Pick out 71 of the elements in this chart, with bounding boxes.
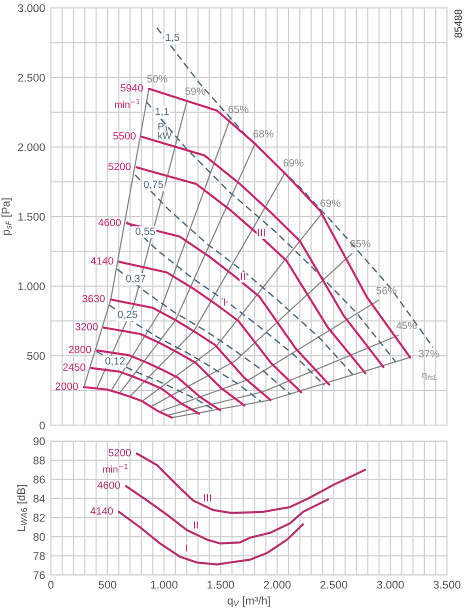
y-tick-label: 84 — [33, 494, 45, 503]
x-tick-label: 2.500 — [320, 580, 348, 589]
y-tick-label: 0 — [40, 422, 45, 430]
annotation: III — [258, 229, 265, 236]
series-label: 2450 — [63, 364, 86, 371]
line-series — [82, 386, 173, 419]
annotation: III — [204, 494, 211, 502]
series-label: 1,1 — [156, 108, 169, 116]
line-series — [118, 510, 304, 566]
series-label: 5200 — [108, 448, 131, 456]
y-tick-label: 88 — [33, 456, 45, 464]
y-axis-title: p$_{sF}$ [Pa] — [2, 198, 12, 235]
y-tick-label: 86 — [33, 476, 45, 484]
series-label: 5200 — [108, 162, 131, 170]
y-tick-label: 80 — [33, 532, 45, 541]
series-label: 50% — [147, 75, 168, 83]
y-tick-label: 2.000 — [18, 143, 45, 152]
y-tick-label: 82 — [33, 514, 45, 522]
line-series — [90, 367, 200, 415]
x-tick-label: 3.000 — [376, 580, 404, 589]
series-label: 1,5 — [166, 34, 180, 42]
series-label: 3200 — [75, 323, 98, 330]
y-axis-title: L$_{WA6}$ [dB] — [16, 485, 28, 531]
x-tick-label: 500 — [98, 580, 116, 589]
x-tick-label: 1.000 — [150, 580, 178, 589]
series-label: 5940 — [120, 84, 143, 92]
series-label: 0,37 — [126, 274, 146, 284]
series-label: 4140 — [90, 257, 114, 265]
series-label: 59% — [185, 88, 206, 95]
y-tick-label: 1.500 — [18, 212, 45, 221]
series-label: 56% — [376, 286, 396, 294]
series-label: 69% — [283, 159, 304, 167]
x-tick-label: 0 — [48, 580, 54, 589]
annotation: II — [241, 272, 245, 280]
annotation: P$_{1}$ kW — [158, 123, 172, 139]
annotation: η$_{fsL}$ — [422, 373, 437, 380]
y-tick-label: 3.000 — [18, 4, 45, 12]
series-label: 65% — [228, 106, 248, 113]
line-series — [102, 326, 246, 407]
series-label: 2800 — [68, 346, 92, 354]
y-tick-label: 90 — [33, 437, 45, 446]
y-tick-label: 76 — [34, 571, 45, 580]
y-tick-label: 500 — [27, 352, 45, 360]
series-label: 4140 — [90, 507, 113, 515]
annotation: min$^{−1}$ — [115, 99, 140, 108]
series-label: 4600 — [97, 481, 120, 489]
series-label: 0,55 — [136, 228, 155, 236]
y-tick-label: 78 — [34, 552, 45, 560]
series-label: 69% — [320, 200, 340, 207]
annotation: I — [224, 298, 225, 306]
annotation: II — [194, 521, 198, 529]
y-tick-label: 1.000 — [18, 282, 45, 290]
line-series — [136, 452, 366, 514]
series-label: 37% — [418, 350, 439, 358]
series-label: 0,25 — [118, 310, 138, 320]
series-label: 2000 — [56, 382, 78, 390]
x-tick-label: 2.000 — [264, 580, 291, 589]
line-series — [124, 485, 330, 544]
y-tick-label: 2.500 — [18, 74, 45, 82]
x-tick-label: 3.500 — [434, 580, 460, 589]
series-label: 0,75 — [144, 180, 164, 190]
text: 85488 — [454, 10, 462, 38]
series-label: 4600 — [98, 218, 121, 226]
x-tick-label: 1.500 — [208, 580, 234, 589]
x-axis-title: q$_{V}$ [m³/h] — [228, 596, 270, 607]
annotation: I — [186, 544, 187, 552]
series-label: 68% — [253, 130, 274, 138]
annotation: min$^{−1}$ — [103, 464, 128, 473]
series-label: 5500 — [113, 132, 136, 140]
series-label: 3630 — [82, 294, 105, 302]
series-label: 45% — [396, 322, 416, 330]
